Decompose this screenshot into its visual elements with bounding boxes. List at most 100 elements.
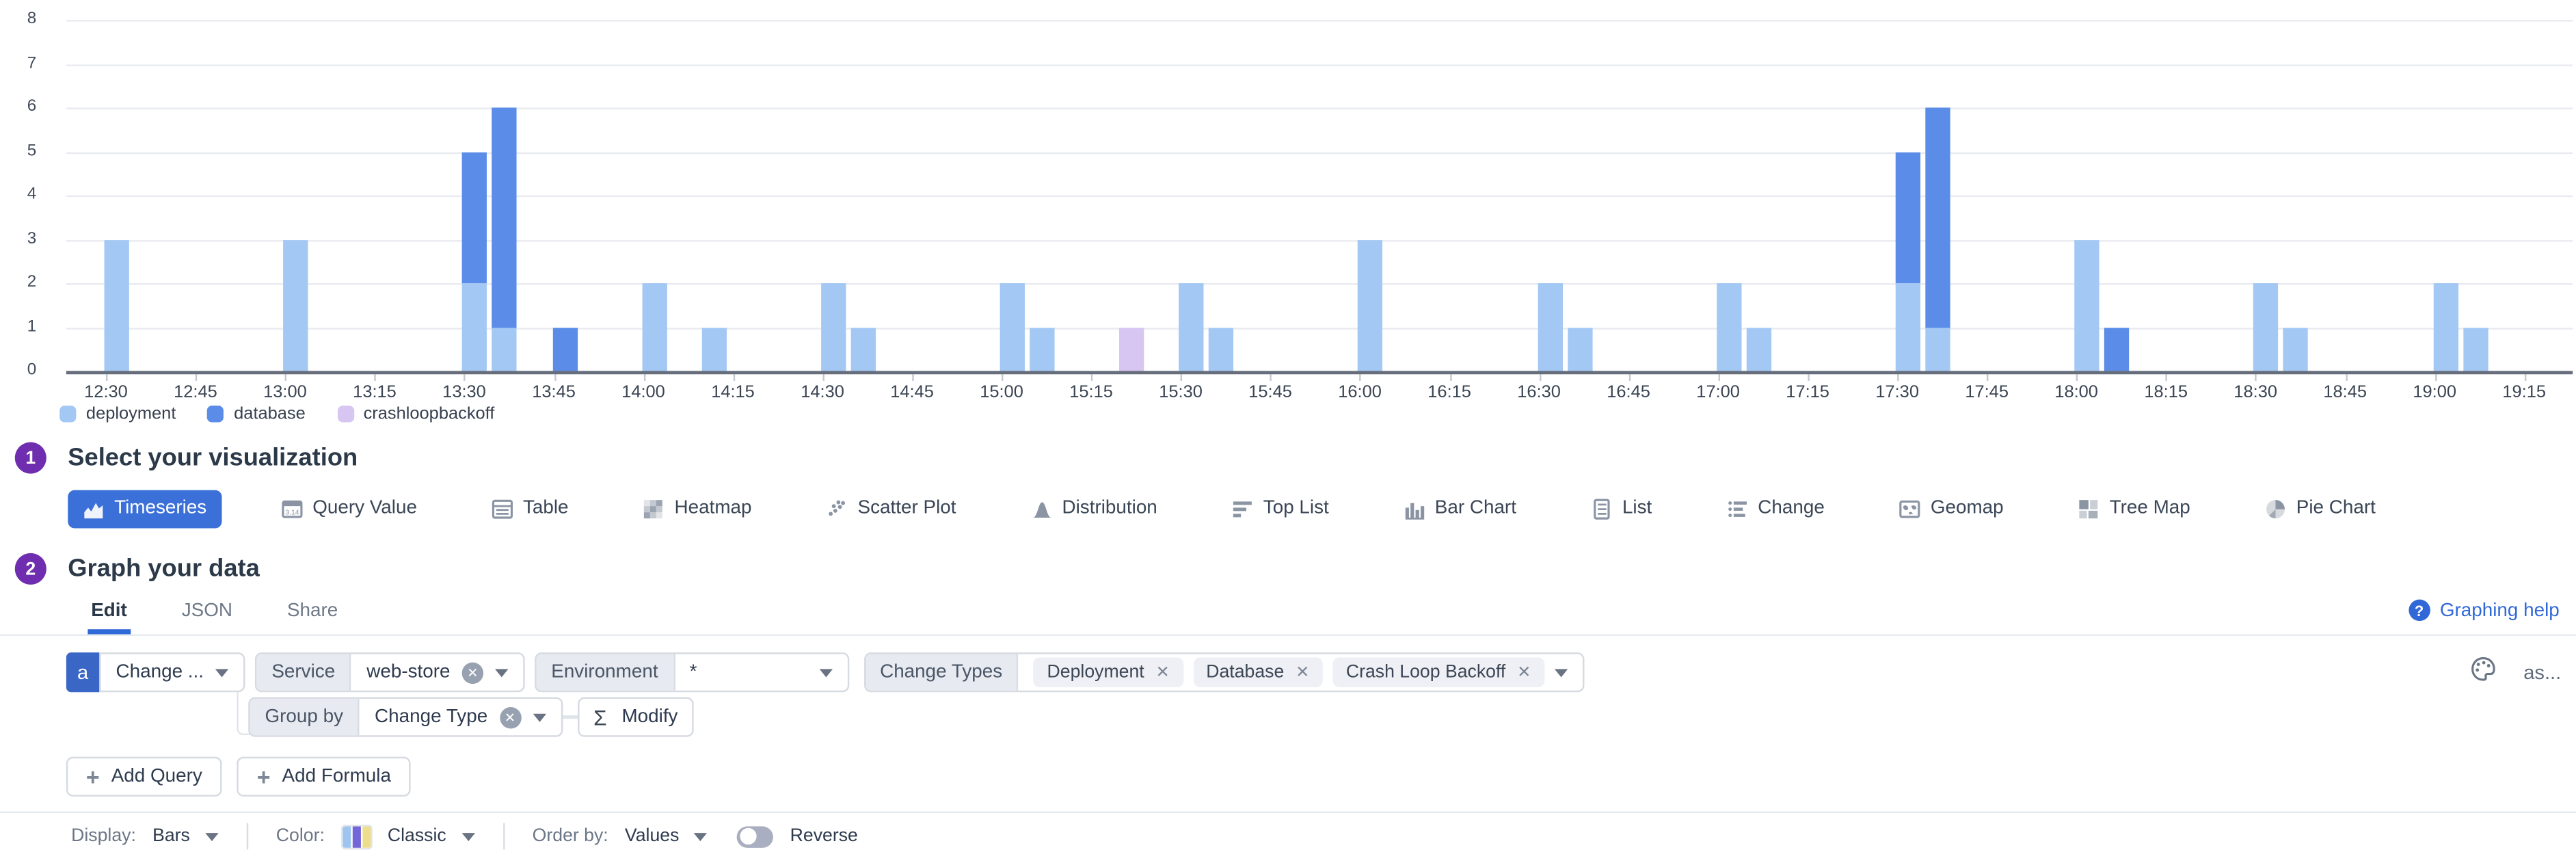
legend-label: crashloopbackoff [363, 403, 495, 424]
color-dropdown[interactable]: Classic [341, 823, 474, 849]
x-axis-label: 16:45 [1607, 382, 1650, 403]
tab-edit[interactable]: Edit [88, 601, 130, 635]
bar-segment-deployment[interactable] [999, 283, 1025, 371]
remove-tag-icon[interactable] [1156, 663, 1170, 682]
viz-option-geomap[interactable]: Geomap [1884, 490, 2018, 528]
timeseries-icon [83, 498, 104, 519]
group-by-control[interactable]: Group by Change Type [248, 697, 563, 737]
viz-option-top-list[interactable]: Top List [1217, 490, 1344, 528]
environment-filter[interactable]: Environment * [535, 652, 849, 693]
bar-segment-deployment[interactable] [1030, 327, 1055, 371]
scatter-plot-icon [827, 498, 848, 519]
display-options-row: Display: Bars Color: Classic Order by: V… [71, 823, 2576, 850]
add-query-button[interactable]: Add Query [66, 756, 222, 797]
bar-segment-deployment[interactable] [104, 239, 129, 371]
bar-segment-deployment[interactable] [1209, 327, 1234, 371]
bar-segment-deployment[interactable] [2283, 327, 2309, 371]
reverse-toggle[interactable] [737, 825, 774, 847]
bar-segment-database[interactable] [492, 107, 518, 328]
x-axis-label: 12:45 [174, 382, 217, 403]
viz-option-distribution[interactable]: Distribution [1016, 490, 1172, 528]
remove-tag-icon[interactable] [1517, 663, 1531, 682]
chevron-down-icon [204, 832, 219, 840]
viz-option-timeseries[interactable]: Timeseries [68, 489, 222, 528]
section-title: Select your visualization [68, 443, 358, 473]
bar-segment-database[interactable] [1925, 107, 1950, 328]
bar-segment-deployment[interactable] [1179, 283, 1204, 371]
distribution-icon [1030, 498, 1051, 519]
tab-share[interactable]: Share [286, 601, 338, 622]
x-axis-label: 17:30 [1875, 382, 1919, 403]
group-by-row: Group by Change Type Σ Modify [248, 697, 2576, 737]
bar-segment-deployment[interactable] [1895, 283, 1921, 371]
change-types-label: Change Types [865, 654, 1019, 691]
bar-segment-database[interactable] [552, 327, 577, 371]
sigma-icon: Σ [593, 704, 607, 730]
plus-icon [257, 765, 271, 788]
remove-icon[interactable] [461, 661, 483, 683]
viz-option-bar-chart[interactable]: Bar Chart [1388, 490, 1531, 528]
viz-option-table[interactable]: Table [477, 490, 583, 528]
tab-json[interactable]: JSON [181, 601, 233, 622]
bar-segment-deployment[interactable] [1567, 327, 1592, 371]
remove-tag-icon[interactable] [1296, 663, 1309, 682]
viz-option-query-value[interactable]: 3.14 Query Value [266, 490, 431, 528]
bar-segment-deployment[interactable] [492, 327, 518, 371]
legend-item-deployment[interactable]: deployment [59, 404, 176, 424]
x-tickmark [464, 373, 466, 380]
bar-segment-deployment[interactable] [1537, 283, 1563, 371]
bar-segment-deployment[interactable] [820, 283, 846, 371]
bar-segment-deployment[interactable] [701, 327, 727, 371]
visualization-picker: Timeseries 3.14 Query Value Table Heatma… [68, 487, 2576, 530]
change-icon [1726, 498, 1747, 519]
as-label[interactable]: as... [2523, 661, 2562, 685]
remove-icon[interactable] [499, 706, 521, 728]
x-axis-label: 18:00 [2054, 382, 2098, 403]
bar-segment-deployment[interactable] [2253, 283, 2279, 371]
divider [0, 811, 2576, 814]
group-by-value: Change Type [375, 707, 488, 728]
query-letter-badge: a [66, 652, 100, 693]
legend-item-crashloopbackoff[interactable]: crashloopbackoff [336, 403, 495, 424]
viz-option-tree-map[interactable]: Tree Map [2063, 490, 2205, 528]
bar-segment-deployment[interactable] [1746, 327, 1771, 371]
bar-segment-deployment[interactable] [641, 283, 667, 371]
graphing-help-link[interactable]: Graphing help [2408, 599, 2560, 635]
bar-segment-database[interactable] [462, 151, 487, 284]
viz-option-list[interactable]: List [1576, 490, 1667, 528]
bar-segment-deployment[interactable] [2074, 239, 2100, 371]
y-axis-label: 4 [27, 185, 37, 204]
x-tickmark [2166, 373, 2168, 380]
add-formula-button[interactable]: Add Formula [237, 756, 412, 797]
bar-segment-deployment[interactable] [1358, 239, 1383, 371]
legend-item-database[interactable]: database [207, 404, 306, 424]
display-type-dropdown[interactable]: Bars [152, 826, 219, 846]
y-axis-label: 2 [27, 273, 37, 292]
bar-segment-deployment[interactable] [283, 239, 308, 371]
change-types-filter[interactable]: Change Types Deployment Database Crash L… [863, 652, 1585, 693]
bar-segment-database[interactable] [1895, 151, 1921, 284]
bar-segment-deployment[interactable] [850, 327, 876, 371]
x-tickmark [195, 373, 198, 380]
order-by-dropdown[interactable]: Values [625, 826, 708, 846]
bar-segment-deployment[interactable] [462, 283, 487, 371]
legend-label: deployment [85, 403, 176, 424]
viz-option-scatter-plot[interactable]: Scatter Plot [811, 490, 971, 528]
metric-dropdown[interactable]: Change ... [99, 652, 245, 693]
chevron-down-icon [494, 668, 509, 677]
bar-segment-database[interactable] [2104, 327, 2130, 371]
viz-option-pie-chart[interactable]: Pie Chart [2250, 490, 2391, 528]
bar-segment-deployment[interactable] [1716, 283, 1742, 371]
bar-segment-crashloopbackoff[interactable] [1119, 327, 1144, 371]
bar-segment-deployment[interactable] [2463, 327, 2488, 371]
heatmap-icon [643, 498, 665, 519]
viz-option-heatmap[interactable]: Heatmap [628, 490, 767, 528]
query-row-right: as... [2471, 655, 2576, 690]
viz-option-change[interactable]: Change [1711, 490, 1839, 528]
chart-legend: deployment database crashloopbackoff [59, 404, 2576, 424]
bar-segment-deployment[interactable] [2432, 283, 2458, 371]
bar-segment-deployment[interactable] [1925, 327, 1950, 371]
service-filter[interactable]: Service web-store [255, 652, 525, 693]
palette-icon[interactable] [2471, 655, 2497, 690]
modify-button[interactable]: Σ Modify [576, 697, 695, 737]
